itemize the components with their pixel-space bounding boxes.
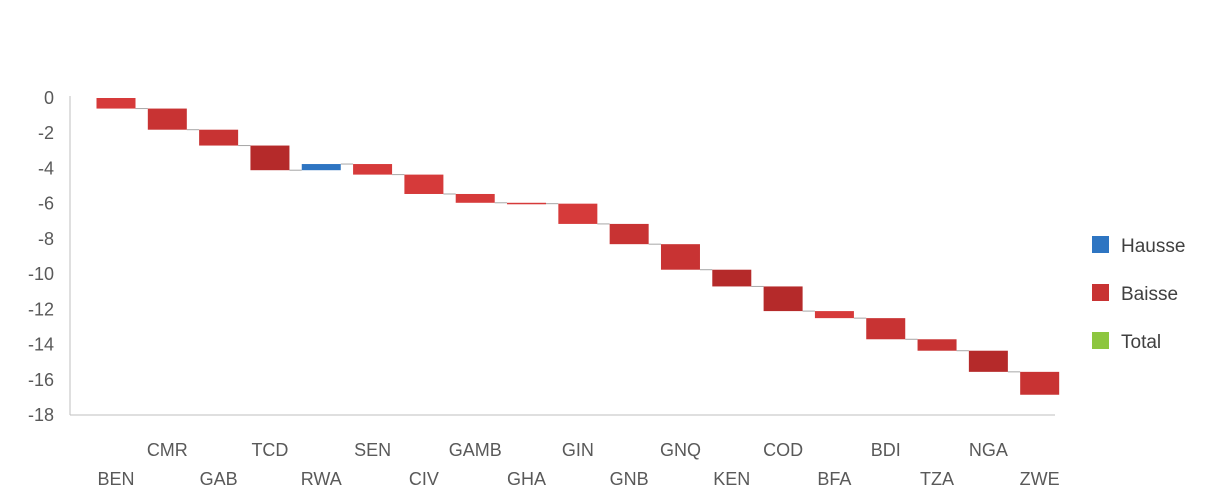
y-tick-labels: 0 -2 -4 -6 -8 -10 -12 -14 -16 -18 (28, 88, 54, 425)
bar-bdi (866, 318, 906, 340)
legend-swatch-hausse (1092, 236, 1109, 253)
x-tick-label: COD (763, 440, 803, 460)
bar-gamb (455, 193, 495, 203)
x-tick-label: CMR (147, 440, 188, 460)
legend: Hausse Baisse Total (1092, 236, 1185, 353)
x-tick-label: BFA (817, 469, 851, 489)
bar-tza (917, 339, 957, 351)
x-tick-label: BDI (871, 440, 901, 460)
legend-label-baisse: Baisse (1121, 284, 1178, 305)
bar-rwa (301, 164, 341, 171)
bar-gnq (660, 244, 700, 270)
y-tick-label: -6 (38, 194, 54, 214)
bars (96, 98, 1060, 395)
connector-lines (135, 108, 1021, 373)
y-tick-label: 0 (44, 88, 54, 108)
x-tick-label: TZA (920, 469, 954, 489)
x-tick-label: GAMB (449, 440, 502, 460)
x-tick-label: GNB (610, 469, 649, 489)
y-tick-label: -8 (38, 229, 54, 249)
bar-gha (507, 202, 547, 205)
bar-sen (353, 164, 393, 175)
y-tick-label: -10 (28, 264, 54, 284)
bar-gin (558, 203, 598, 224)
x-tick-label: NGA (969, 440, 1008, 460)
bar-bfa (814, 311, 854, 319)
bar-tcd (250, 145, 290, 171)
x-tick-label: GIN (562, 440, 594, 460)
x-tick-label: CIV (409, 469, 439, 489)
legend-label-hausse: Hausse (1121, 236, 1185, 257)
legend-swatch-total (1092, 332, 1109, 349)
bar-ben (96, 98, 136, 109)
x-tick-label: RWA (301, 469, 342, 489)
bar-cmr (147, 108, 187, 130)
y-tick-label: -18 (28, 405, 54, 425)
y-tick-label: -14 (28, 335, 54, 355)
x-tick-label: ZWE (1020, 469, 1060, 489)
x-tick-label: GHA (507, 469, 546, 489)
x-tick-label: BEN (97, 469, 134, 489)
bar-cod (763, 286, 803, 312)
x-tick-label: GAB (200, 469, 238, 489)
bar-gnb (609, 223, 649, 245)
x-tick-label: TCD (251, 440, 288, 460)
bar-gab (199, 129, 239, 146)
bar-civ (404, 174, 444, 194)
bar-zwe (1020, 371, 1060, 395)
y-tick-label: -2 (38, 123, 54, 143)
bar-ken (712, 269, 752, 287)
x-tick-label: GNQ (660, 440, 701, 460)
bar-nga (968, 350, 1008, 372)
legend-label-total: Total (1121, 332, 1161, 353)
y-tick-label: -12 (28, 299, 54, 319)
x-tick-label: SEN (354, 440, 391, 460)
y-tick-label: -4 (38, 158, 54, 178)
y-tick-label: -16 (28, 370, 54, 390)
axes (69, 96, 1055, 416)
legend-swatch-baisse (1092, 284, 1109, 301)
x-tick-label: KEN (713, 469, 750, 489)
